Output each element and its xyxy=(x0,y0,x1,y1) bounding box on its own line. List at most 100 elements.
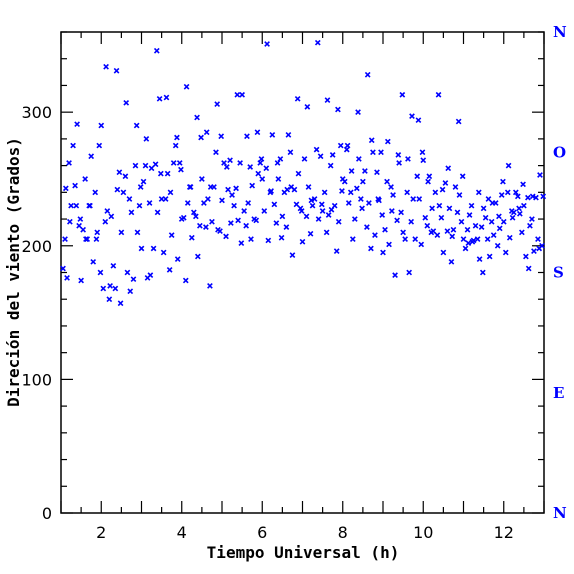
x-axis-title: Tiempo Universal (h) xyxy=(207,543,400,562)
data-point xyxy=(506,234,513,241)
data-point xyxy=(257,160,264,166)
data-point xyxy=(163,94,170,101)
data-point xyxy=(496,225,503,232)
data-point xyxy=(304,103,311,110)
data-point xyxy=(269,132,276,138)
data-point xyxy=(162,196,169,202)
data-point xyxy=(388,208,395,214)
data-point xyxy=(164,170,171,177)
data-point xyxy=(112,285,119,292)
data-point xyxy=(355,109,361,116)
data-point xyxy=(368,245,374,252)
data-point xyxy=(416,196,423,202)
data-point xyxy=(217,228,223,234)
data-point xyxy=(409,113,415,120)
data-point xyxy=(422,214,429,221)
data-point xyxy=(459,173,466,180)
data-point xyxy=(535,236,541,242)
data-point xyxy=(237,160,243,166)
data-point xyxy=(209,218,215,225)
data-point xyxy=(347,189,354,196)
data-point xyxy=(174,134,180,141)
data-point xyxy=(218,133,225,140)
data-point xyxy=(68,202,74,209)
data-point xyxy=(205,196,211,202)
data-point xyxy=(100,285,107,292)
data-point xyxy=(143,136,150,142)
data-point xyxy=(536,245,543,252)
data-point xyxy=(263,165,270,172)
data-point xyxy=(456,192,463,198)
compass-label: O xyxy=(553,143,566,161)
data-point xyxy=(116,169,123,176)
data-point xyxy=(315,216,322,222)
data-point xyxy=(254,129,261,136)
data-point xyxy=(258,156,265,162)
data-points xyxy=(60,39,547,307)
data-point xyxy=(392,272,398,279)
data-point xyxy=(398,209,404,216)
data-point xyxy=(90,258,97,265)
axis-ticks xyxy=(60,31,545,514)
data-point xyxy=(480,205,487,212)
data-point xyxy=(273,220,280,226)
data-point xyxy=(509,214,516,221)
data-point xyxy=(152,161,159,168)
data-point xyxy=(500,178,506,185)
data-point xyxy=(223,233,229,240)
data-point xyxy=(192,213,199,220)
data-point xyxy=(114,186,121,193)
data-point xyxy=(94,229,101,236)
data-point xyxy=(84,236,91,242)
data-point xyxy=(283,224,290,230)
data-point xyxy=(518,229,525,236)
data-point xyxy=(388,184,394,190)
data-point xyxy=(287,149,294,156)
data-point xyxy=(245,200,252,206)
data-point xyxy=(122,173,129,180)
data-point xyxy=(434,232,441,238)
data-point xyxy=(325,212,332,218)
compass-label: N xyxy=(553,504,567,522)
data-point xyxy=(510,209,517,216)
data-point xyxy=(137,184,144,190)
data-point xyxy=(396,160,402,166)
data-point xyxy=(364,71,371,78)
data-point xyxy=(126,196,133,202)
x-tick-label: 2 xyxy=(96,523,106,542)
data-point xyxy=(264,41,270,47)
data-point xyxy=(92,189,99,196)
data-point xyxy=(424,222,431,229)
data-point xyxy=(182,277,189,284)
data-point xyxy=(97,269,104,276)
data-point xyxy=(505,162,512,169)
data-point xyxy=(394,217,400,224)
data-point xyxy=(160,249,167,256)
data-point xyxy=(357,196,364,202)
data-point xyxy=(113,67,120,74)
data-point xyxy=(62,185,69,192)
data-point xyxy=(494,242,501,249)
data-point xyxy=(309,202,316,209)
data-point xyxy=(525,194,531,201)
data-point xyxy=(335,106,341,113)
data-point xyxy=(533,194,539,201)
data-point xyxy=(104,208,111,214)
data-point xyxy=(60,265,66,272)
data-point xyxy=(435,91,442,98)
data-point xyxy=(194,253,201,260)
data-point xyxy=(303,213,310,220)
data-point xyxy=(353,185,360,192)
data-point xyxy=(132,162,139,169)
data-point xyxy=(247,164,254,170)
data-point xyxy=(308,197,315,204)
data-point xyxy=(496,213,502,220)
data-point xyxy=(406,269,413,276)
data-point xyxy=(464,226,471,233)
data-point xyxy=(194,114,200,121)
data-point xyxy=(225,186,231,193)
tick-labels: 2 4 6 8 10 12 0 100 200 300 xyxy=(21,103,513,542)
data-point xyxy=(458,218,465,225)
data-point xyxy=(77,216,84,222)
